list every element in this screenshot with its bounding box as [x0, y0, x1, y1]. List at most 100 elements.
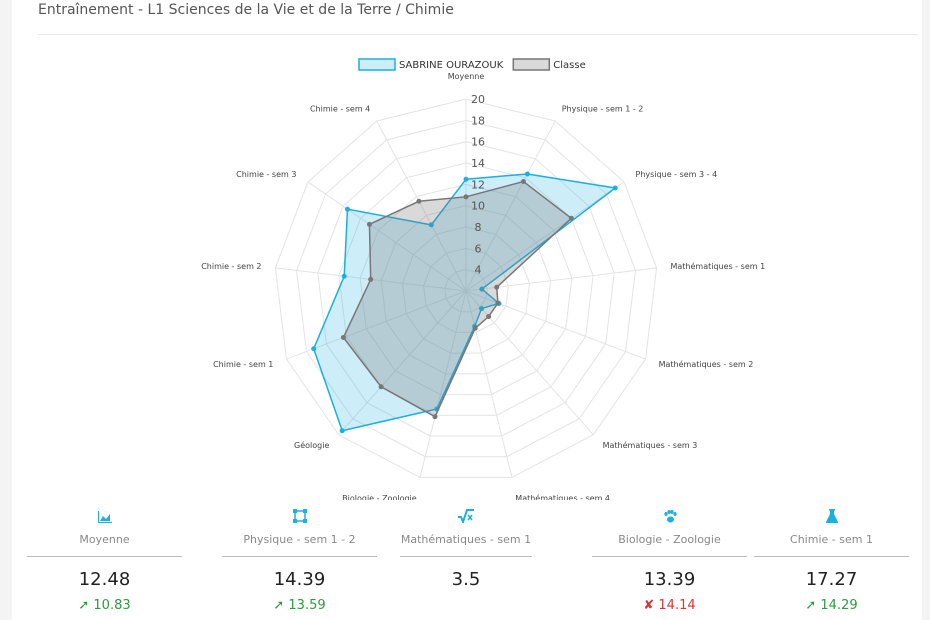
trend-down-icon: ✘ — [643, 598, 655, 613]
trend-up-icon: ➚ — [78, 598, 90, 613]
stat-divider — [754, 556, 909, 557]
data-point — [568, 215, 574, 221]
category-label: Mathématiques - sem 4 — [515, 493, 610, 500]
stat-label: Moyenne — [79, 533, 130, 546]
stat-value: 14.39 — [273, 569, 326, 590]
grid-spoke — [376, 120, 467, 292]
category-label: Biologie - Zoologie — [342, 494, 417, 500]
stat-value: 3.5 — [451, 569, 481, 590]
grid-spoke — [286, 290, 467, 360]
stat-compare-value: 10.83 — [93, 598, 131, 613]
category-label: Chimie - sem 1 — [213, 360, 273, 369]
stat-value: 13.39 — [643, 569, 696, 590]
legend-label-0: SABRINE OURAZOUK — [399, 60, 504, 71]
data-point — [495, 300, 501, 306]
tick-label: 8 — [475, 221, 482, 234]
stat-label: Chimie - sem 1 — [790, 533, 873, 546]
legend-swatch-0 — [358, 58, 396, 71]
stat-divider — [400, 556, 532, 557]
tick-label: 10 — [471, 200, 485, 213]
data-point — [463, 176, 469, 182]
category-label: Mathématiques - sem 3 — [603, 440, 698, 450]
stat-compare-value: 13.59 — [288, 598, 326, 613]
grid-spoke — [307, 181, 467, 292]
flask-icon — [754, 508, 909, 526]
category-label: Mathématiques - sem 1 — [670, 261, 765, 271]
data-point — [378, 384, 384, 390]
grid-ring — [359, 183, 573, 396]
stat-divider — [27, 556, 182, 557]
grid-ring — [444, 269, 488, 313]
tick-label: 20 — [471, 93, 485, 106]
category-label: Chimie - sem 4 — [310, 105, 370, 114]
legend-swatch-1 — [512, 58, 551, 71]
data-point — [368, 276, 374, 282]
tick-label: 12 — [471, 178, 485, 191]
grid-spoke — [338, 290, 467, 436]
data-point — [339, 428, 345, 434]
data-point — [486, 314, 492, 320]
grid-spoke — [465, 290, 513, 478]
grid-ring — [296, 119, 636, 458]
series-area-0 — [312, 173, 618, 432]
page-title: Entraînement - L1 Sciences de la Vie et … — [38, 2, 454, 18]
title-divider — [38, 34, 918, 35]
data-point — [612, 185, 618, 191]
stat-compare-value: 14.29 — [820, 598, 858, 613]
data-point — [311, 346, 317, 352]
polygon-icon — [222, 508, 377, 526]
legend-label-1: Classe — [553, 60, 585, 71]
tick-label: 4 — [475, 264, 482, 277]
area-chart-icon — [27, 508, 182, 526]
category-label: Physique - sem 3 - 4 — [636, 170, 718, 179]
chart-card: Entraînement - L1 Sciences de la Vie et … — [12, 0, 922, 620]
category-label: Chimie - sem 3 — [236, 170, 296, 179]
trend-up-icon: ➚ — [273, 598, 285, 613]
stat-compare: ➚ 13.59 — [222, 598, 377, 613]
category-label: Chimie - sem 2 — [201, 262, 261, 271]
series-area-1 — [342, 180, 573, 418]
stat-card-physique: Physique - sem 1 - 2 14.39 ➚ 13.59 — [222, 508, 377, 613]
radar-chart: 4 6 8 10 12 14 16 18 20 Moyenne Physique - sem 1 -… — [201, 58, 765, 500]
data-point — [463, 194, 469, 200]
grid-spoke — [465, 120, 556, 292]
grid-ring — [317, 141, 615, 437]
data-point — [479, 306, 485, 312]
category-label: Géologie — [294, 440, 329, 450]
data-point — [416, 198, 422, 204]
stat-label: Mathématiques - sem 1 — [400, 533, 532, 546]
tick-label: 14 — [471, 157, 485, 170]
data-point — [432, 414, 438, 420]
data-point — [494, 284, 500, 290]
trend-up-icon: ➚ — [805, 598, 817, 613]
data-point — [472, 325, 478, 331]
tick-label: 6 — [475, 242, 482, 255]
data-point — [479, 286, 485, 292]
grid-spoke — [419, 290, 467, 478]
stat-compare-value: 14.14 — [658, 598, 696, 613]
grid-ring — [274, 98, 658, 478]
stat-compare: ➚ 10.83 — [27, 598, 182, 613]
category-label: Moyenne — [448, 72, 485, 81]
grid-spoke — [465, 181, 625, 292]
stat-compare: ✘ 14.14 — [592, 598, 747, 613]
data-point — [344, 206, 350, 212]
stat-card-biologie: Biologie - Zoologie 13.39 ✘ 14.14 — [592, 508, 747, 613]
data-point — [366, 221, 372, 227]
data-point — [524, 171, 530, 177]
data-point — [428, 222, 434, 228]
grid-ring — [423, 247, 509, 333]
category-label: Mathématiques - sem 2 — [659, 359, 754, 369]
stat-label: Biologie - Zoologie — [618, 533, 721, 546]
square-root-icon — [400, 508, 532, 526]
stat-divider — [222, 556, 377, 557]
paw-icon — [592, 508, 747, 526]
category-label: Physique - sem 1 - 2 — [562, 105, 644, 114]
stat-value: 12.48 — [78, 569, 131, 590]
stat-card-chimie: Chimie - sem 1 17.27 ➚ 14.29 — [754, 508, 909, 613]
data-point — [340, 334, 346, 340]
stat-card-moyenne: Moyenne 12.48 ➚ 10.83 — [27, 508, 182, 613]
tick-label: 16 — [471, 136, 485, 149]
data-point — [341, 273, 347, 279]
stat-compare: ➚ 14.29 — [754, 598, 909, 613]
